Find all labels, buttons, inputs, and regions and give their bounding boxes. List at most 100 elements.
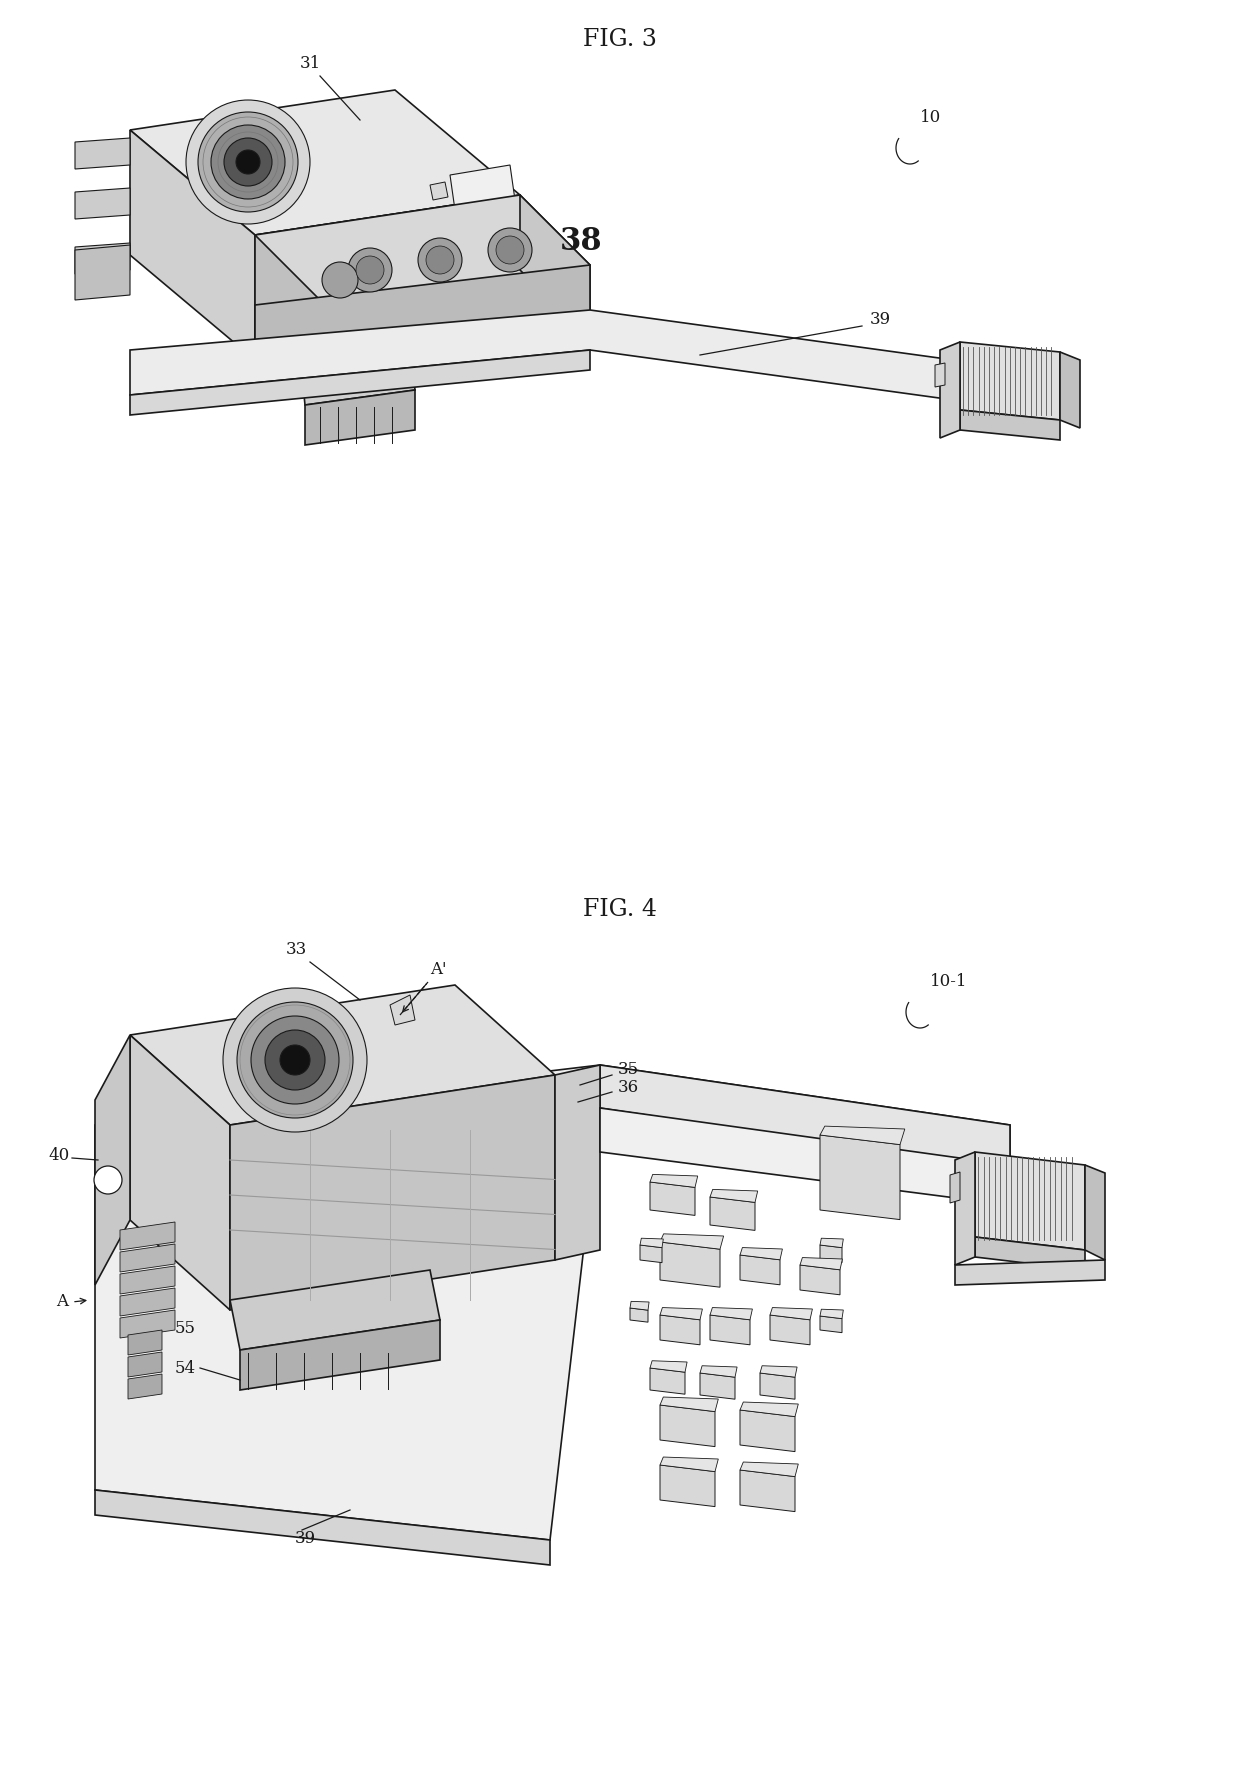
Polygon shape	[760, 1366, 797, 1377]
Circle shape	[348, 247, 392, 292]
Polygon shape	[955, 1153, 975, 1265]
Text: 39: 39	[870, 311, 892, 329]
Polygon shape	[975, 1236, 1085, 1270]
Circle shape	[489, 228, 532, 272]
Polygon shape	[430, 181, 448, 199]
Circle shape	[236, 149, 260, 174]
Polygon shape	[650, 1174, 698, 1187]
Polygon shape	[711, 1308, 753, 1320]
Polygon shape	[1060, 352, 1080, 429]
Polygon shape	[660, 1315, 701, 1345]
Circle shape	[265, 1030, 325, 1091]
Text: 39: 39	[295, 1530, 316, 1548]
Polygon shape	[940, 342, 960, 438]
Polygon shape	[450, 165, 515, 210]
Polygon shape	[130, 350, 590, 415]
Polygon shape	[660, 1242, 720, 1288]
Circle shape	[280, 1044, 310, 1075]
Polygon shape	[556, 1066, 600, 1260]
Polygon shape	[640, 1245, 662, 1263]
Polygon shape	[241, 1320, 440, 1389]
Polygon shape	[820, 1135, 900, 1220]
Polygon shape	[650, 1368, 684, 1395]
Polygon shape	[650, 1181, 694, 1215]
Polygon shape	[95, 1066, 1011, 1541]
Polygon shape	[128, 1373, 162, 1398]
Polygon shape	[740, 1402, 799, 1416]
Polygon shape	[74, 189, 130, 219]
Polygon shape	[650, 1361, 687, 1372]
Text: 40: 40	[48, 1146, 69, 1163]
Polygon shape	[128, 1331, 162, 1356]
Polygon shape	[600, 1108, 1011, 1204]
Polygon shape	[520, 196, 590, 340]
Text: 10-1: 10-1	[930, 973, 967, 991]
Polygon shape	[740, 1254, 780, 1284]
Polygon shape	[630, 1302, 649, 1309]
Polygon shape	[74, 246, 130, 301]
Polygon shape	[300, 340, 415, 406]
Polygon shape	[120, 1222, 175, 1251]
Circle shape	[356, 256, 384, 285]
Polygon shape	[255, 196, 520, 359]
Polygon shape	[660, 1457, 718, 1471]
Circle shape	[496, 237, 525, 263]
Polygon shape	[74, 139, 130, 169]
Polygon shape	[305, 390, 415, 445]
Text: 31: 31	[299, 55, 321, 71]
Circle shape	[94, 1165, 122, 1194]
Circle shape	[322, 262, 358, 299]
Text: 54: 54	[175, 1359, 196, 1377]
Polygon shape	[660, 1235, 724, 1249]
Text: FIG. 3: FIG. 3	[583, 28, 657, 52]
Polygon shape	[130, 1035, 229, 1309]
Polygon shape	[660, 1308, 702, 1320]
Polygon shape	[711, 1315, 750, 1345]
Circle shape	[198, 112, 298, 212]
Circle shape	[224, 139, 272, 187]
Polygon shape	[1085, 1165, 1105, 1260]
Polygon shape	[760, 1373, 795, 1400]
Polygon shape	[74, 244, 130, 274]
Circle shape	[186, 100, 310, 224]
Text: 55: 55	[175, 1320, 196, 1338]
Polygon shape	[820, 1126, 905, 1144]
Polygon shape	[955, 1260, 1105, 1284]
Polygon shape	[255, 196, 590, 304]
Polygon shape	[800, 1258, 842, 1270]
Text: A': A'	[430, 961, 446, 978]
Circle shape	[418, 238, 463, 283]
Polygon shape	[120, 1288, 175, 1316]
Circle shape	[237, 1002, 353, 1117]
Polygon shape	[95, 1491, 551, 1566]
Polygon shape	[130, 310, 990, 406]
Polygon shape	[130, 91, 520, 235]
Text: FIG. 4: FIG. 4	[583, 898, 657, 922]
Polygon shape	[820, 1309, 843, 1318]
Polygon shape	[391, 994, 415, 1025]
Polygon shape	[950, 1172, 960, 1203]
Polygon shape	[770, 1308, 812, 1320]
Polygon shape	[820, 1238, 843, 1247]
Polygon shape	[935, 363, 945, 388]
Polygon shape	[820, 1316, 842, 1332]
Polygon shape	[630, 1308, 649, 1322]
Polygon shape	[660, 1397, 718, 1411]
Text: 38: 38	[560, 226, 603, 258]
Polygon shape	[711, 1197, 755, 1231]
Polygon shape	[740, 1411, 795, 1452]
Polygon shape	[130, 130, 255, 359]
Polygon shape	[660, 1464, 715, 1507]
Polygon shape	[255, 265, 590, 381]
Polygon shape	[600, 1066, 1011, 1171]
Polygon shape	[640, 1238, 663, 1247]
Circle shape	[250, 1016, 339, 1105]
Polygon shape	[711, 1190, 758, 1203]
Polygon shape	[120, 1244, 175, 1272]
Polygon shape	[960, 409, 1060, 439]
Polygon shape	[701, 1373, 735, 1400]
Polygon shape	[800, 1265, 839, 1295]
Text: 36: 36	[618, 1080, 639, 1096]
Text: 33: 33	[285, 941, 306, 959]
Polygon shape	[770, 1315, 810, 1345]
